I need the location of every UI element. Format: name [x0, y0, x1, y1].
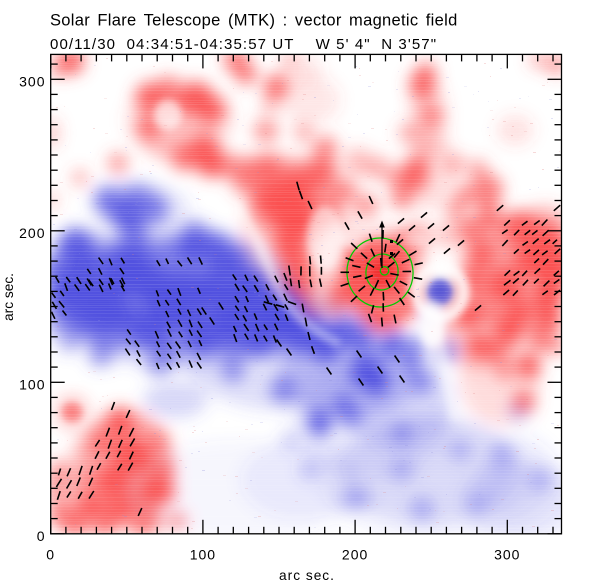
svg-text:200: 200	[19, 225, 45, 241]
svg-text:arc sec.: arc sec.	[1, 273, 16, 321]
svg-text:100: 100	[190, 547, 216, 563]
svg-text:100: 100	[19, 376, 45, 392]
svg-text:Solar Flare Telescope (MTK) :: Solar Flare Telescope (MTK) : vector mag…	[50, 12, 458, 30]
svg-text:arc sec.: arc sec.	[279, 568, 335, 583]
svg-text:200: 200	[342, 547, 368, 563]
svg-text:00/11/30 04:34:51-04:35:57 UT: 00/11/30 04:34:51-04:35:57 UT W 5' 4" N …	[50, 36, 437, 53]
svg-text:300: 300	[19, 73, 45, 89]
svg-text:0: 0	[37, 528, 46, 544]
svg-text:0: 0	[46, 547, 55, 563]
svg-text:300: 300	[494, 547, 520, 563]
